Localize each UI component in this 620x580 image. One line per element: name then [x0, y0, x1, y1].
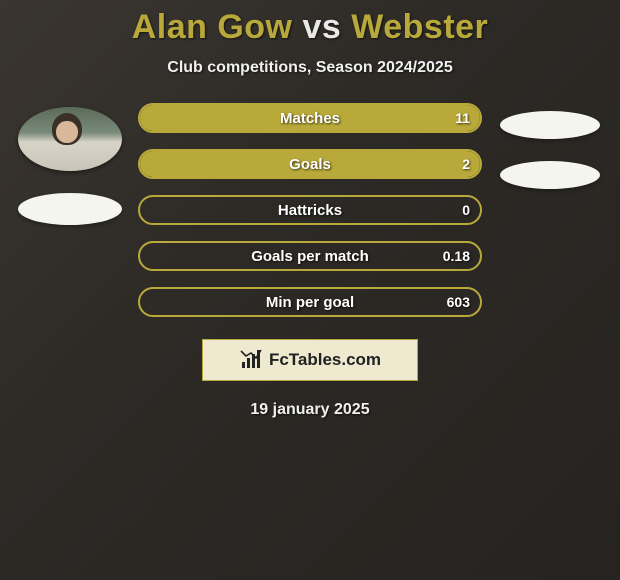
stat-label: Hattricks — [140, 202, 480, 219]
stat-label: Goals — [140, 156, 480, 173]
branding-badge: FcTables.com — [202, 339, 418, 381]
date-text: 19 january 2025 — [0, 401, 620, 419]
stat-value: 2 — [462, 156, 470, 172]
stat-bar-matches: Matches 11 — [138, 103, 482, 133]
player2-side — [494, 103, 606, 189]
stat-value: 0.18 — [443, 248, 470, 264]
stats-layout: Matches 11 Goals 2 Hattricks 0 Goals per… — [0, 103, 620, 317]
stat-bar-hattricks: Hattricks 0 — [138, 195, 482, 225]
stat-value: 11 — [455, 110, 470, 126]
stat-bar-min-per-goal: Min per goal 603 — [138, 287, 482, 317]
stat-label: Min per goal — [140, 294, 480, 311]
player1-name: Alan Gow — [132, 8, 293, 46]
bar-chart-icon — [239, 348, 263, 372]
stat-label: Matches — [140, 110, 480, 127]
branding-text: FcTables.com — [269, 350, 381, 370]
player1-avatar — [18, 107, 122, 171]
stat-bar-goals-per-match: Goals per match 0.18 — [138, 241, 482, 271]
player1-side — [14, 103, 126, 225]
stat-bar-goals: Goals 2 — [138, 149, 482, 179]
player1-team-badge — [18, 193, 122, 225]
stat-label: Goals per match — [140, 248, 480, 265]
player2-avatar — [500, 111, 600, 139]
stat-value: 0 — [462, 202, 470, 218]
player2-name: Webster — [351, 8, 488, 46]
player2-team-badge — [500, 161, 600, 189]
subtitle: Club competitions, Season 2024/2025 — [0, 59, 620, 77]
stat-value: 603 — [447, 294, 470, 310]
vs-separator: vs — [302, 8, 341, 46]
stat-bars: Matches 11 Goals 2 Hattricks 0 Goals per… — [138, 103, 482, 317]
page-title: Alan Gow vs Webster — [0, 8, 620, 47]
comparison-card: Alan Gow vs Webster Club competitions, S… — [0, 0, 620, 419]
